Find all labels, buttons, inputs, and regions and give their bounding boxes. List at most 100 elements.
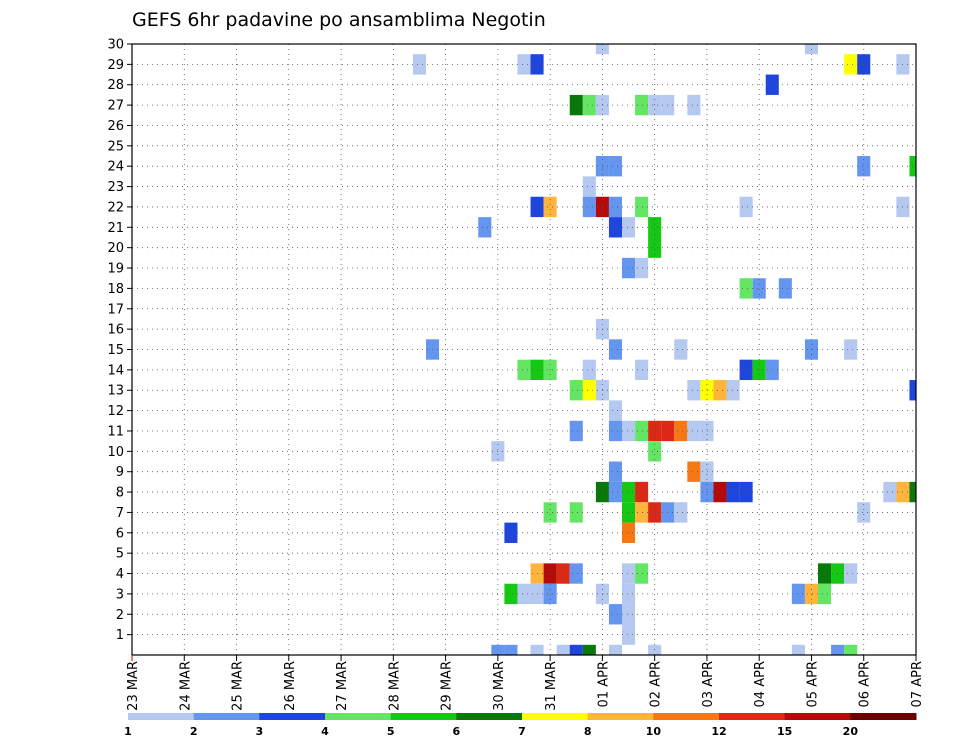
precip-cell: [739, 278, 753, 299]
precip-cell: [791, 583, 805, 605]
x-tick-label: 25 MAR: [231, 661, 246, 711]
x-tick-label: 24 MAR: [178, 661, 193, 711]
precip-cell: [569, 420, 583, 442]
precip-cell: [752, 278, 766, 299]
precip-cell: [530, 644, 544, 655]
precip-cell: [648, 502, 662, 523]
x-tick-label: 23 MAR: [126, 661, 141, 711]
precip-cell: [818, 583, 832, 605]
precip-cell: [713, 380, 727, 401]
y-tick-label: 4: [116, 567, 124, 582]
precip-cell: [687, 420, 701, 442]
x-tick-label: 05 APR: [805, 661, 820, 707]
x-tick-label: 04 APR: [753, 661, 768, 707]
y-tick-label: 28: [107, 78, 124, 93]
precip-cell: [844, 339, 858, 360]
precip-cell: [844, 644, 858, 655]
colorbar-label: 20: [843, 725, 859, 738]
colorbar-label: 7: [518, 725, 526, 738]
precip-cell: [700, 380, 714, 401]
precip-cell: [608, 420, 622, 442]
precip-cell: [648, 217, 662, 238]
precip-cell: [700, 461, 714, 482]
precip-cell: [622, 563, 636, 584]
x-tick-label: 07 APR: [910, 661, 925, 707]
y-tick-label: 22: [107, 200, 124, 215]
colorbar-swatch: [456, 713, 523, 720]
precip-cell: [622, 604, 636, 625]
precip-cell: [608, 156, 622, 177]
y-tick-label: 12: [107, 404, 124, 419]
y-tick-label: 16: [107, 323, 124, 338]
precip-cell: [635, 481, 649, 503]
y-tick-label: 19: [107, 262, 124, 277]
y-tick-label: 9: [116, 465, 124, 480]
precip-cell: [556, 563, 570, 584]
colorbar-swatch: [128, 713, 195, 720]
precip-cell: [556, 644, 570, 655]
y-tick-label: 23: [107, 180, 124, 195]
colorbar-label: 6: [453, 725, 461, 738]
precip-cell: [739, 196, 753, 218]
precip-cell: [412, 54, 426, 75]
precip-cell: [883, 481, 897, 503]
precip-cell: [818, 563, 832, 584]
precip-cell: [517, 583, 531, 605]
precip-cell: [857, 156, 871, 177]
y-tick-label: 11: [107, 424, 124, 439]
colorbar-label: 5: [387, 725, 395, 738]
precip-cell: [674, 420, 688, 442]
colorbar-swatch: [719, 713, 786, 720]
colorbar-swatch: [522, 713, 589, 720]
y-tick-label: 8: [116, 486, 124, 501]
precip-cell: [504, 522, 518, 543]
precip-cell: [635, 502, 649, 523]
y-tick-label: 27: [107, 99, 124, 114]
colorbar-label: 15: [777, 725, 792, 738]
precip-cell: [582, 176, 596, 197]
precip-cell: [608, 644, 622, 655]
precip-cell: [543, 563, 557, 584]
precip-cell: [844, 54, 858, 75]
precip-cell: [543, 502, 557, 523]
precip-cell: [622, 624, 636, 645]
precip-cell: [635, 359, 649, 381]
precip-cell: [622, 257, 636, 279]
y-tick-label: 26: [107, 119, 124, 134]
precip-cell: [857, 502, 871, 523]
precip-cell: [569, 94, 583, 116]
y-tick-label: 10: [107, 445, 124, 460]
y-tick-label: 29: [107, 58, 124, 73]
colorbar-label: 12: [711, 725, 726, 738]
precip-cell: [700, 481, 714, 503]
precip-cell: [504, 644, 518, 655]
precip-cell: [687, 94, 701, 116]
precip-cell: [635, 563, 649, 584]
precip-cell: [635, 420, 649, 442]
precip-cell: [739, 359, 753, 381]
precip-cell: [608, 481, 622, 503]
precip-cell: [504, 583, 518, 605]
y-tick-label: 20: [107, 241, 124, 256]
precip-cell: [517, 54, 531, 75]
y-tick-label: 21: [107, 221, 124, 236]
precip-cell: [648, 94, 662, 116]
precip-cell: [804, 583, 818, 605]
colorbar-swatch: [850, 713, 917, 720]
precip-cell: [569, 563, 583, 584]
precip-cell: [648, 441, 662, 462]
precip-cell: [582, 359, 596, 381]
x-tick-label: 06 APR: [858, 661, 873, 707]
precip-cell: [608, 461, 622, 482]
y-axis: 1234567891011121314151617181920212223242…: [107, 38, 132, 643]
x-tick-label: 31 MAR: [544, 661, 559, 711]
precip-cell: [687, 461, 701, 482]
chart-title: GEFS 6hr padavine po ansamblima Negotin: [132, 9, 546, 31]
precip-cell: [608, 217, 622, 238]
precip-cell: [635, 257, 649, 279]
x-tick-label: 01 APR: [596, 661, 611, 707]
x-tick-label: 30 MAR: [492, 661, 507, 711]
precip-cell: [713, 481, 727, 503]
colorbar-swatch: [325, 713, 392, 720]
precip-cell: [844, 563, 858, 584]
